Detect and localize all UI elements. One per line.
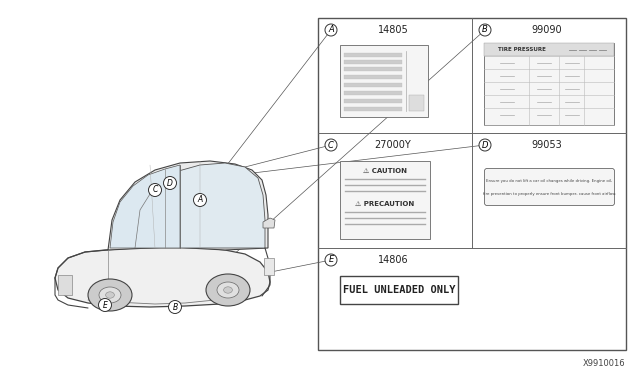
Text: TIRE PRESSURE: TIRE PRESSURE [498, 47, 546, 52]
Bar [344, 67, 402, 71]
Bar [344, 91, 402, 95]
Text: B: B [482, 26, 488, 35]
Bar [344, 75, 402, 79]
Text: D: D [167, 179, 173, 187]
Circle shape [163, 176, 177, 189]
Text: ⚠ PRECAUTION: ⚠ PRECAUTION [355, 201, 415, 207]
Circle shape [168, 301, 182, 314]
Circle shape [325, 254, 337, 266]
Bar [58, 275, 72, 295]
Text: C: C [152, 186, 157, 195]
Bar [344, 60, 402, 64]
FancyBboxPatch shape [484, 169, 614, 205]
Bar [344, 83, 402, 87]
Text: A: A [328, 26, 334, 35]
Bar [344, 107, 402, 111]
Text: 27000Y: 27000Y [374, 140, 412, 150]
Polygon shape [108, 161, 268, 250]
Text: ⚠ CAUTION: ⚠ CAUTION [363, 168, 407, 174]
Text: B: B [172, 302, 178, 311]
Circle shape [148, 183, 161, 196]
Bar [484, 43, 614, 125]
Ellipse shape [99, 287, 121, 303]
Bar [409, 95, 424, 111]
Text: 99090: 99090 [532, 25, 563, 35]
Ellipse shape [206, 274, 250, 306]
Circle shape [479, 24, 491, 36]
Text: Ensure you do not lift a car oil changes while driving. Engine oil,: Ensure you do not lift a car oil changes… [486, 179, 612, 183]
Polygon shape [263, 218, 275, 228]
Text: 14805: 14805 [378, 25, 408, 35]
Text: A: A [197, 196, 203, 205]
Text: E: E [102, 301, 108, 310]
Bar [340, 276, 458, 304]
Bar [484, 43, 614, 56]
Circle shape [325, 24, 337, 36]
Polygon shape [135, 163, 265, 248]
Ellipse shape [106, 292, 115, 298]
Bar [318, 18, 626, 350]
Ellipse shape [88, 279, 132, 311]
Text: fire prevention to properly ensure front bumper, cause front airflow.: fire prevention to properly ensure front… [483, 192, 616, 196]
Text: X9910016: X9910016 [582, 359, 625, 368]
Circle shape [479, 139, 491, 151]
Polygon shape [55, 247, 270, 307]
Polygon shape [110, 165, 180, 248]
Bar [340, 161, 430, 239]
Text: 14806: 14806 [378, 255, 408, 265]
Text: FUEL UNLEADED ONLY: FUEL UNLEADED ONLY [343, 285, 455, 295]
Text: D: D [482, 141, 488, 150]
Bar [264, 258, 274, 275]
Ellipse shape [217, 282, 239, 298]
Bar [344, 99, 402, 103]
Circle shape [99, 298, 111, 311]
Circle shape [325, 139, 337, 151]
Ellipse shape [223, 287, 232, 293]
Text: C: C [328, 141, 334, 150]
Bar [344, 53, 402, 57]
Bar [340, 45, 428, 117]
Circle shape [193, 193, 207, 206]
Text: E: E [328, 256, 333, 264]
Text: 99053: 99053 [532, 140, 563, 150]
